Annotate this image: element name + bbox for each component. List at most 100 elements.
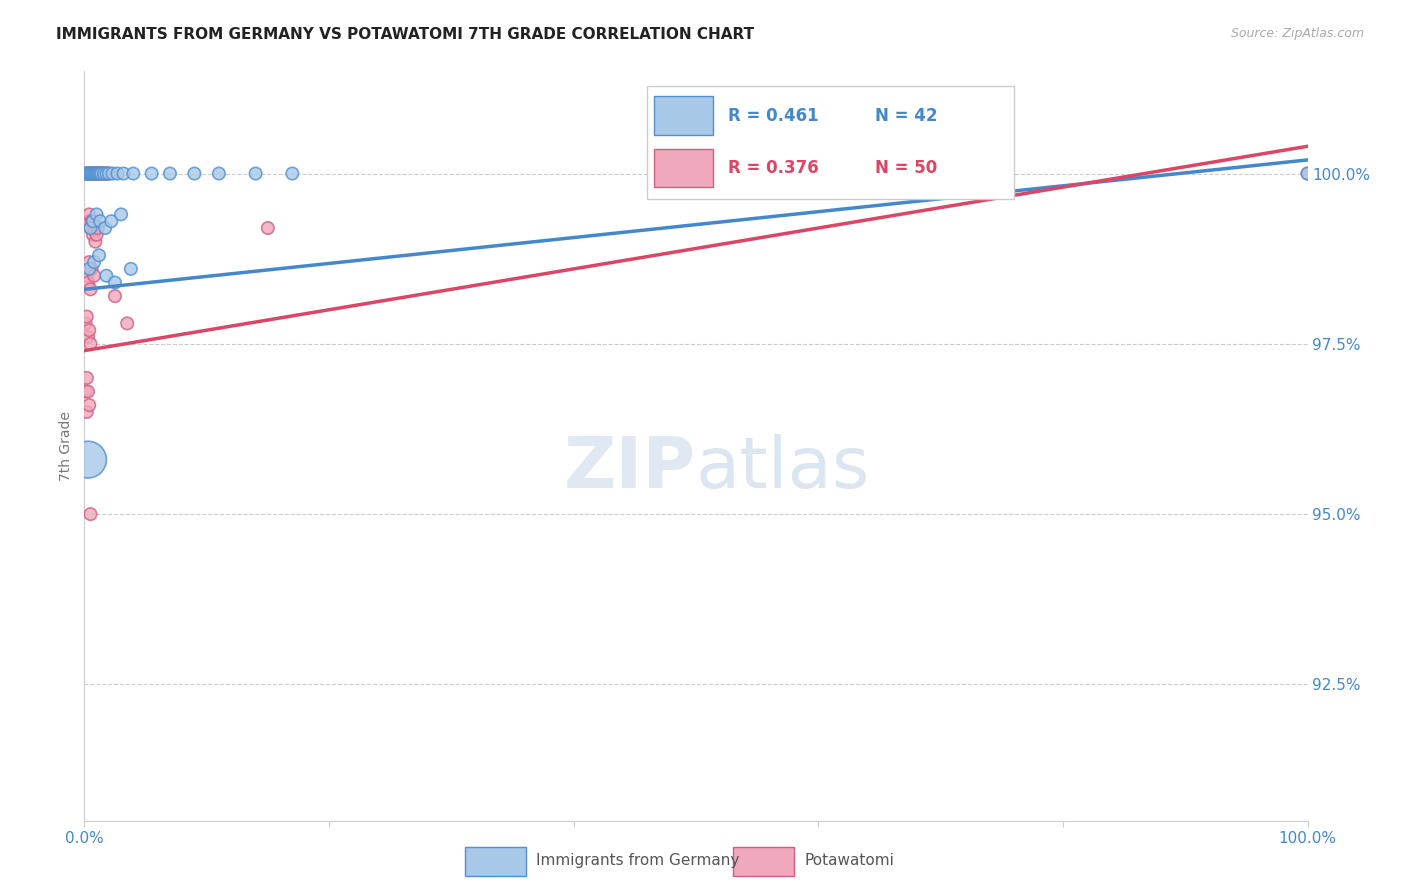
Point xyxy=(1296,167,1319,181)
Point xyxy=(77,167,100,181)
Point xyxy=(122,167,145,181)
Point xyxy=(77,452,100,467)
Point xyxy=(76,268,98,283)
Point xyxy=(281,167,304,181)
Point xyxy=(101,167,124,181)
Point xyxy=(104,276,127,290)
Point xyxy=(97,167,120,181)
Point xyxy=(245,167,267,181)
Point xyxy=(1296,167,1319,181)
Point xyxy=(96,268,118,283)
Point xyxy=(83,221,105,235)
Text: IMMIGRANTS FROM GERMANY VS POTAWATOMI 7TH GRADE CORRELATION CHART: IMMIGRANTS FROM GERMANY VS POTAWATOMI 7T… xyxy=(56,27,755,42)
Point xyxy=(90,167,112,181)
Point xyxy=(94,221,117,235)
Point xyxy=(79,167,101,181)
Point xyxy=(87,167,110,181)
Text: Immigrants from Germany: Immigrants from Germany xyxy=(536,854,740,868)
Point xyxy=(84,235,107,249)
Point xyxy=(94,167,117,181)
Point xyxy=(93,167,115,181)
Text: atlas: atlas xyxy=(696,434,870,503)
Point xyxy=(115,317,138,331)
Point xyxy=(93,167,115,181)
Text: ZIP: ZIP xyxy=(564,434,696,503)
Point xyxy=(75,167,97,181)
Point xyxy=(77,255,100,269)
Point xyxy=(76,167,98,181)
Point xyxy=(89,214,111,228)
Point xyxy=(75,317,97,331)
Point xyxy=(87,221,110,235)
Point xyxy=(82,167,104,181)
Point xyxy=(83,268,105,283)
Point xyxy=(89,167,111,181)
Point xyxy=(82,227,104,242)
Point xyxy=(87,167,110,181)
Point xyxy=(79,167,101,181)
Point xyxy=(79,336,101,351)
Point xyxy=(77,323,100,337)
Point xyxy=(77,261,100,276)
Point xyxy=(82,214,104,228)
Point xyxy=(97,167,120,181)
Point xyxy=(76,371,98,385)
Point xyxy=(91,167,114,181)
Point xyxy=(83,167,105,181)
Point xyxy=(76,405,98,419)
Point xyxy=(79,282,101,296)
Point xyxy=(82,167,104,181)
Point xyxy=(120,261,142,276)
Point xyxy=(76,167,98,181)
Point xyxy=(110,207,132,221)
Point xyxy=(86,227,108,242)
Point xyxy=(76,310,98,324)
Point xyxy=(80,167,103,181)
Point xyxy=(100,214,122,228)
Point xyxy=(84,167,107,181)
Bar xyxy=(734,847,794,876)
Point xyxy=(86,167,108,181)
Point xyxy=(87,167,110,181)
Point xyxy=(80,261,103,276)
Text: Source: ZipAtlas.com: Source: ZipAtlas.com xyxy=(1230,27,1364,40)
Point xyxy=(83,167,105,181)
Point xyxy=(90,167,112,181)
Point xyxy=(86,167,108,181)
Point xyxy=(80,167,103,181)
Point xyxy=(104,289,127,303)
Point xyxy=(96,167,118,181)
Point xyxy=(208,167,231,181)
Bar xyxy=(465,847,526,876)
Point xyxy=(80,214,103,228)
Point xyxy=(87,167,110,181)
Point xyxy=(87,248,110,262)
Point xyxy=(183,167,205,181)
Point xyxy=(79,507,101,521)
Point xyxy=(77,384,100,399)
Point xyxy=(84,167,107,181)
Point xyxy=(75,384,97,399)
Point xyxy=(79,221,101,235)
Point xyxy=(77,207,100,221)
Text: Potawatomi: Potawatomi xyxy=(804,854,894,868)
Point xyxy=(77,398,100,412)
Point xyxy=(929,167,952,181)
Point xyxy=(83,255,105,269)
Point xyxy=(89,167,111,181)
Point xyxy=(77,276,100,290)
Point xyxy=(77,167,100,181)
Y-axis label: 7th Grade: 7th Grade xyxy=(59,411,73,481)
Point xyxy=(77,167,100,181)
Point xyxy=(77,214,100,228)
Point xyxy=(96,167,118,181)
Point xyxy=(86,207,108,221)
Point xyxy=(257,221,280,235)
Point xyxy=(159,167,181,181)
Point xyxy=(97,167,120,181)
Point xyxy=(77,167,100,181)
Point xyxy=(112,167,135,181)
Point xyxy=(77,330,100,344)
Point xyxy=(105,167,128,181)
Point xyxy=(79,221,101,235)
